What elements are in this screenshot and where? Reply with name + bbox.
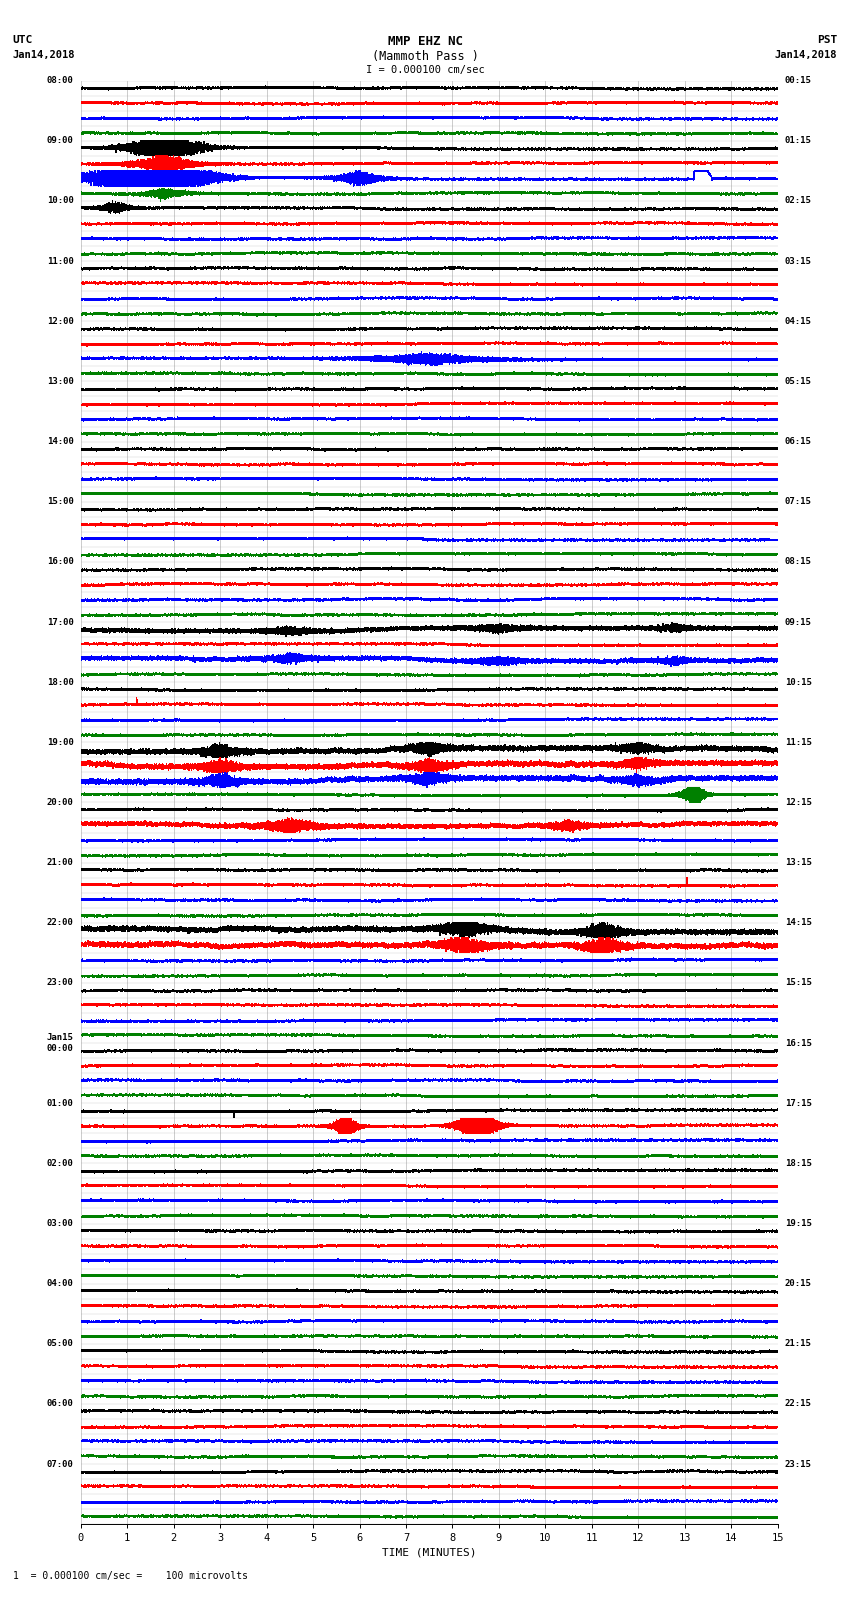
Text: UTC: UTC	[13, 35, 33, 45]
Text: 15:00: 15:00	[47, 497, 74, 506]
Text: 23:15: 23:15	[785, 1460, 812, 1468]
Text: 13:15: 13:15	[785, 858, 812, 868]
Text: 09:00: 09:00	[47, 137, 74, 145]
Text: 03:00: 03:00	[47, 1219, 74, 1227]
Text: (Mammoth Pass ): (Mammoth Pass )	[371, 50, 479, 63]
Text: 08:15: 08:15	[785, 558, 812, 566]
Text: 02:15: 02:15	[785, 197, 812, 205]
Text: 10:15: 10:15	[785, 677, 812, 687]
Text: 01:15: 01:15	[785, 137, 812, 145]
Text: 06:00: 06:00	[47, 1400, 74, 1408]
Text: 14:00: 14:00	[47, 437, 74, 447]
Text: 07:00: 07:00	[47, 1460, 74, 1468]
Text: 21:15: 21:15	[785, 1339, 812, 1348]
Text: Jan14,2018: Jan14,2018	[13, 50, 76, 60]
Text: 04:15: 04:15	[785, 316, 812, 326]
Text: 11:00: 11:00	[47, 256, 74, 266]
Text: 11:15: 11:15	[785, 737, 812, 747]
Text: PST: PST	[817, 35, 837, 45]
Text: 09:15: 09:15	[785, 618, 812, 626]
Text: 19:15: 19:15	[785, 1219, 812, 1227]
Text: 07:15: 07:15	[785, 497, 812, 506]
Text: 19:00: 19:00	[47, 737, 74, 747]
Text: 00:15: 00:15	[785, 76, 812, 85]
Text: MMP EHZ NC: MMP EHZ NC	[388, 35, 462, 48]
Text: 17:15: 17:15	[785, 1098, 812, 1108]
Text: 20:15: 20:15	[785, 1279, 812, 1289]
Text: 15:15: 15:15	[785, 979, 812, 987]
Text: 22:00: 22:00	[47, 918, 74, 927]
Text: 01:00: 01:00	[47, 1098, 74, 1108]
Text: 20:00: 20:00	[47, 798, 74, 806]
Text: 21:00: 21:00	[47, 858, 74, 868]
Text: 16:15: 16:15	[785, 1039, 812, 1047]
Text: 12:15: 12:15	[785, 798, 812, 806]
Text: 12:00: 12:00	[47, 316, 74, 326]
X-axis label: TIME (MINUTES): TIME (MINUTES)	[382, 1547, 477, 1558]
Text: 08:00: 08:00	[47, 76, 74, 85]
Text: 23:00: 23:00	[47, 979, 74, 987]
Text: 05:00: 05:00	[47, 1339, 74, 1348]
Text: 03:15: 03:15	[785, 256, 812, 266]
Text: 06:15: 06:15	[785, 437, 812, 447]
Text: Jan15
00:00: Jan15 00:00	[47, 1034, 74, 1053]
Text: 10:00: 10:00	[47, 197, 74, 205]
Text: 18:00: 18:00	[47, 677, 74, 687]
Text: 22:15: 22:15	[785, 1400, 812, 1408]
Text: I = 0.000100 cm/sec: I = 0.000100 cm/sec	[366, 65, 484, 74]
Text: 14:15: 14:15	[785, 918, 812, 927]
Text: 04:00: 04:00	[47, 1279, 74, 1289]
Text: 16:00: 16:00	[47, 558, 74, 566]
Text: 05:15: 05:15	[785, 377, 812, 386]
Text: 1  = 0.000100 cm/sec =    100 microvolts: 1 = 0.000100 cm/sec = 100 microvolts	[13, 1571, 247, 1581]
Text: 13:00: 13:00	[47, 377, 74, 386]
Text: Jan14,2018: Jan14,2018	[774, 50, 837, 60]
Text: 17:00: 17:00	[47, 618, 74, 626]
Text: 02:00: 02:00	[47, 1158, 74, 1168]
Text: 18:15: 18:15	[785, 1158, 812, 1168]
